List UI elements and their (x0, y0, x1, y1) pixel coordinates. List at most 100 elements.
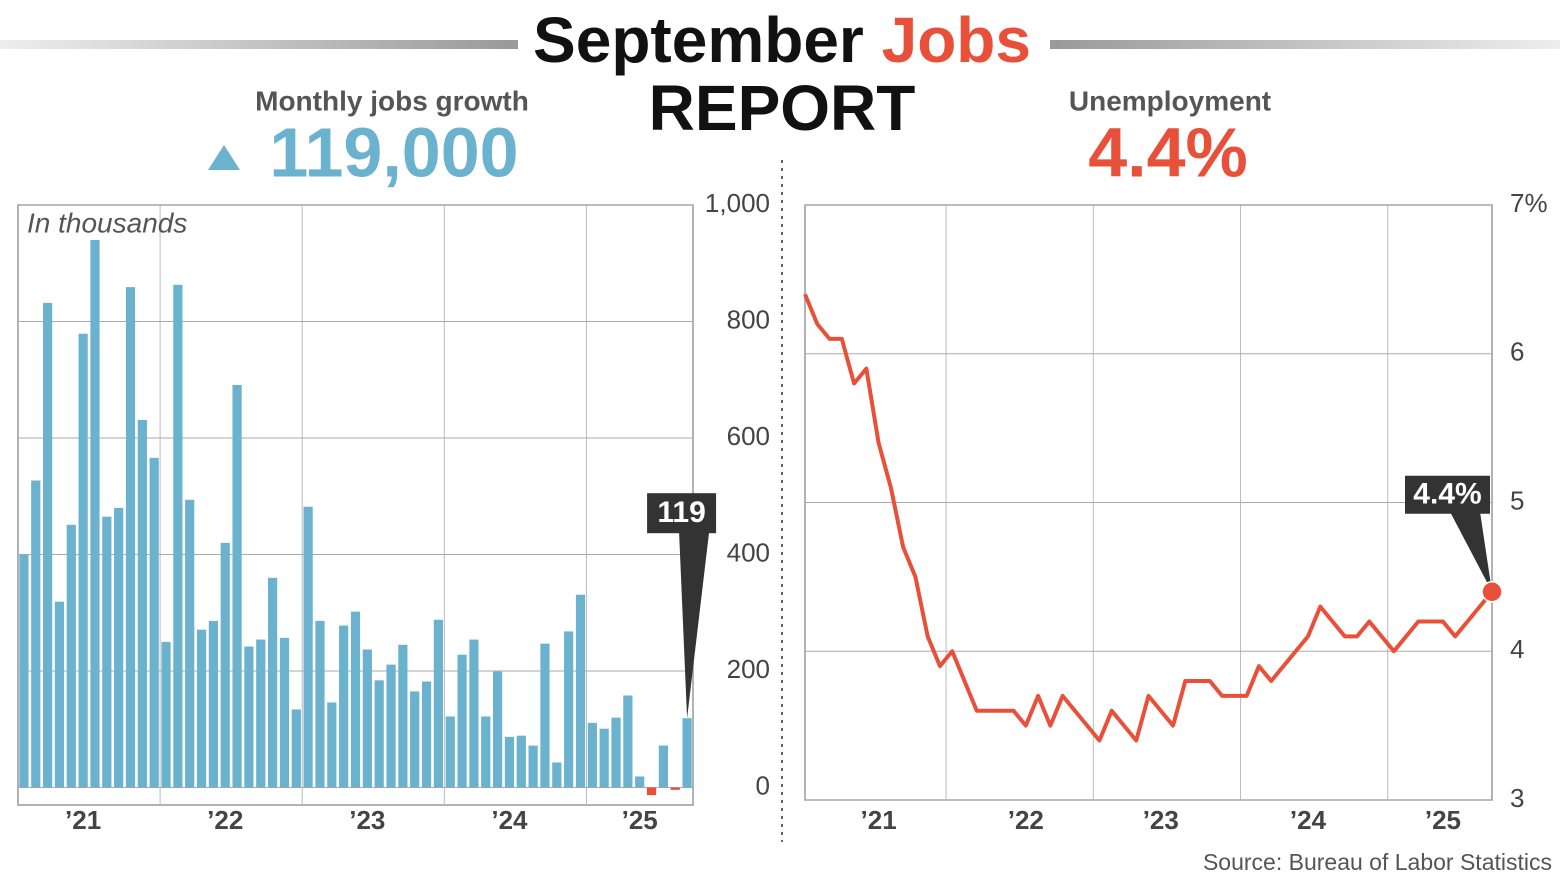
end-point (1481, 581, 1503, 603)
bar (291, 709, 301, 788)
bar (398, 644, 408, 788)
bar (66, 524, 76, 788)
bar (481, 716, 491, 788)
y-tick-label: 0 (756, 770, 770, 800)
title-accent: Jobs (882, 4, 1031, 76)
bar (410, 691, 420, 788)
bar (611, 717, 621, 788)
bar (232, 385, 242, 788)
callout-box (647, 493, 717, 534)
bar (114, 507, 124, 788)
bar (421, 681, 432, 788)
bar (445, 716, 455, 788)
subtitle: Unemployment (1069, 85, 1271, 116)
data-label: 119 (657, 496, 705, 529)
y-tick-label: 600 (727, 421, 770, 451)
title-second: REPORT (649, 72, 916, 144)
bar (516, 735, 526, 788)
y-tick-label: 7% (1510, 188, 1548, 218)
y-tick-label: 400 (727, 537, 770, 567)
bar (564, 631, 574, 788)
bar (682, 718, 692, 788)
bar (540, 643, 550, 788)
bar (433, 619, 443, 788)
callout-pointer (1450, 511, 1492, 592)
bar (161, 641, 171, 788)
bar (220, 542, 230, 788)
bar (137, 419, 147, 788)
bar (196, 629, 207, 788)
bar (670, 787, 680, 790)
bar (658, 745, 668, 788)
bar (575, 594, 586, 788)
bar (43, 302, 53, 788)
x-tick-label: ’24 (1290, 805, 1327, 835)
y-tick-label: 4 (1510, 634, 1524, 664)
bar (268, 577, 278, 788)
y-tick-label: 6 (1510, 337, 1524, 367)
title-first: September (533, 4, 864, 76)
x-tick-label: ’21 (65, 805, 101, 835)
x-tick-label: ’22 (207, 805, 243, 835)
bar (149, 457, 159, 788)
bar (327, 702, 337, 788)
annotation: In thousands (27, 207, 187, 238)
bar (635, 776, 645, 788)
title: September Jobs (533, 4, 1031, 76)
x-tick-label: ’21 (861, 805, 897, 835)
y-tick-label: 3 (1510, 783, 1524, 813)
bar (303, 506, 313, 788)
bar (54, 601, 65, 788)
y-tick-label: 5 (1510, 485, 1524, 515)
y-tick-label: 200 (727, 654, 770, 684)
bar (469, 639, 479, 788)
bar (125, 287, 136, 788)
x-tick-label: ’23 (1143, 805, 1179, 835)
bar (19, 554, 29, 788)
bar (78, 333, 88, 788)
callout-box (1405, 475, 1490, 514)
bar (374, 680, 384, 788)
headline: 119,000 (269, 113, 518, 191)
y-tick-label: 1,000 (705, 188, 770, 218)
bar (90, 239, 100, 788)
bar (362, 649, 372, 788)
bar (256, 639, 266, 788)
line (803, 293, 1494, 743)
data-label: 4.4% (1413, 478, 1481, 511)
bar (528, 745, 538, 788)
subtitle: Monthly jobs growth (255, 85, 529, 116)
headline: 4.4% (1088, 113, 1248, 191)
bar (587, 722, 597, 788)
bar (102, 516, 112, 788)
x-tick-label: ’22 (1008, 805, 1044, 835)
x-tick-label: ’25 (622, 805, 658, 835)
x-tick-label: ’24 (491, 805, 528, 835)
y-tick-label: 800 (727, 304, 770, 334)
x-tick-label: ’23 (349, 805, 385, 835)
bar (279, 637, 290, 788)
bar (504, 736, 515, 788)
bar (386, 664, 396, 788)
bar (646, 787, 657, 796)
bar (623, 695, 633, 788)
title-rule (0, 40, 518, 49)
source: Source: Bureau of Labor Statistics (1203, 849, 1552, 875)
callout-pointer (679, 532, 710, 719)
up-arrow (208, 145, 240, 170)
bar (315, 620, 325, 788)
x-tick-label: ’25 (1425, 805, 1461, 835)
bar (339, 625, 349, 788)
bar (173, 284, 183, 788)
bar (350, 611, 361, 788)
bar (185, 499, 195, 788)
bar (208, 620, 218, 788)
bar (31, 480, 41, 788)
bar (244, 646, 254, 788)
bar (552, 762, 562, 788)
bar (599, 728, 609, 788)
bar (493, 671, 503, 788)
title-rule (1050, 40, 1560, 49)
